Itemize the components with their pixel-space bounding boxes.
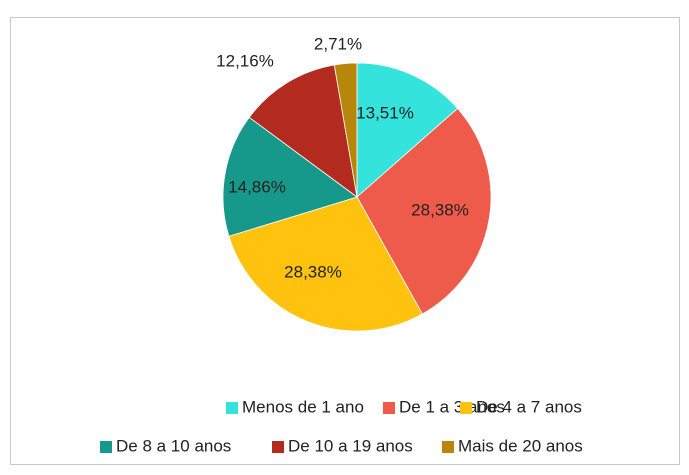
data-label: 12,16% — [216, 51, 274, 70]
legend-label: Mais de 20 anos — [458, 436, 583, 455]
legend-swatch — [383, 402, 395, 414]
legend-label: De 8 a 10 anos — [116, 436, 231, 455]
pie-slice — [248, 64, 358, 198]
legend-swatch — [100, 441, 112, 453]
legend-swatch — [272, 441, 284, 453]
legend-swatch — [460, 402, 472, 414]
pie-slice — [222, 116, 358, 237]
data-label: 28,38% — [411, 200, 469, 219]
legend-label: De 1 a 3 anos — [399, 397, 505, 416]
data-label: 13,51% — [356, 103, 414, 122]
data-label: 14,86% — [228, 177, 286, 196]
pie-slice — [333, 62, 358, 198]
legend-swatch — [226, 402, 238, 414]
pie-slice — [356, 62, 459, 198]
pie-slice — [228, 196, 423, 332]
data-label: 28,38% — [284, 262, 342, 281]
legend-label: Menos de 1 ano — [242, 397, 364, 416]
data-label: 2,71% — [314, 34, 362, 53]
legend-label: De 4 a 7 anos — [476, 397, 582, 416]
pie-slice — [356, 107, 492, 315]
legend-label: De 10 a 19 anos — [288, 436, 413, 455]
legend-swatch — [442, 441, 454, 453]
